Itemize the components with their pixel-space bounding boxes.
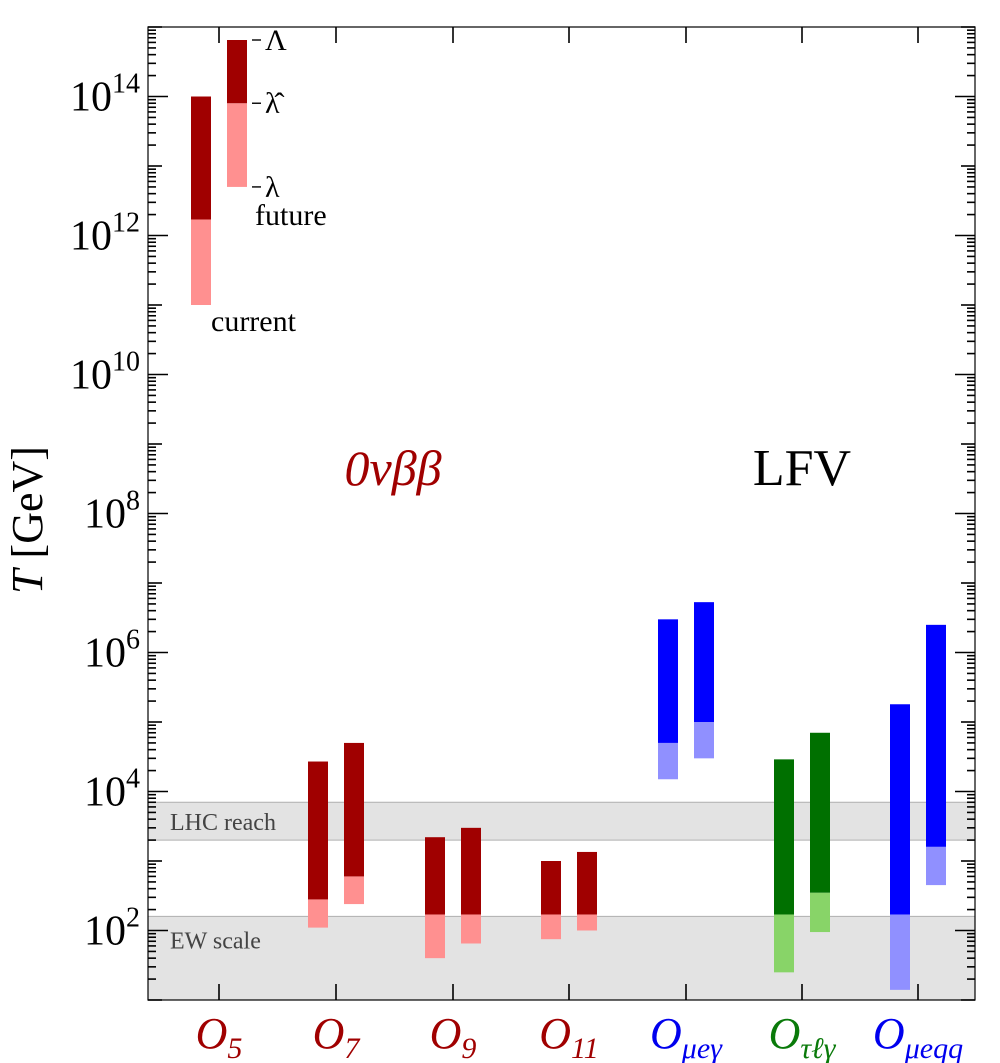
legend-Lambda-label: Λ [265,24,287,57]
labels-layer: LHC reach EW scale 102 104 106 108 1010 1012 101… [3,24,963,1063]
bar-dark-12 [890,704,910,915]
bar-light-1 [227,103,247,187]
bar-light-0 [191,219,211,305]
bar-light-8 [658,742,678,780]
bar-light-5 [461,914,481,944]
bar-dark-4 [425,837,445,915]
bar-dark-9 [694,602,714,722]
bar-dark-6 [541,861,561,915]
band-1 [148,916,975,1000]
legend-lambda-label: λ [265,171,280,204]
bar-light-2 [308,899,328,928]
bar-dark-1 [227,40,247,104]
bar-dark-13 [926,624,946,847]
bar-light-7 [577,914,597,931]
bar-light-3 [344,876,364,905]
bar-dark-7 [577,851,597,915]
legend-current-label: current [211,305,297,338]
bar-light-10 [774,914,794,973]
x-tick-label-4: Oμeγ [650,1009,723,1063]
x-tick-label-0: O5 [196,1009,243,1063]
legend-lambda-hat-label: λ̂ [265,87,285,120]
bar-light-4 [425,914,445,959]
y-tick-label-3: 108 [84,486,140,538]
y-tick-label-5: 1012 [70,208,140,260]
bar-dark-3 [344,742,364,877]
bar-light-9 [694,722,714,759]
x-tick-label-6: Oμeqq [873,1009,963,1063]
x-tick-label-1: O7 [313,1009,362,1063]
y-tick-label-1: 104 [84,764,140,816]
axes-layer [147,26,976,1001]
bar-light-11 [810,892,830,933]
x-tick-label-2: O9 [430,1009,477,1063]
y-tick-label-2: 106 [84,625,140,677]
bar-light-12 [890,914,910,990]
bar-dark-10 [774,759,794,915]
bar-dark-5 [461,827,481,915]
x-tick-label-3: O11 [539,1009,599,1063]
bar-light-13 [926,846,946,886]
bar-light-6 [541,914,561,940]
band-label-0: LHC reach [170,810,276,836]
group-label-left: 0νββ [345,440,442,496]
bar-dark-8 [658,619,678,743]
x-tick-label-5: Oτℓγ [769,1009,837,1063]
band-label-1: EW scale [170,928,261,954]
y-axis-label: T [GeV] [3,446,52,594]
bar-dark-2 [308,761,328,900]
bar-dark-11 [810,732,830,893]
group-label-right: LFV [753,440,851,497]
bands-layer [148,801,975,1000]
y-tick-label-6: 1014 [70,69,140,121]
legend-future-label: future [255,199,327,232]
y-tick-label-0: 102 [84,903,140,955]
y-tick-label-4: 1010 [70,347,140,399]
bars-layer [191,40,946,990]
band-0 [148,802,975,841]
bar-dark-0 [191,96,211,220]
